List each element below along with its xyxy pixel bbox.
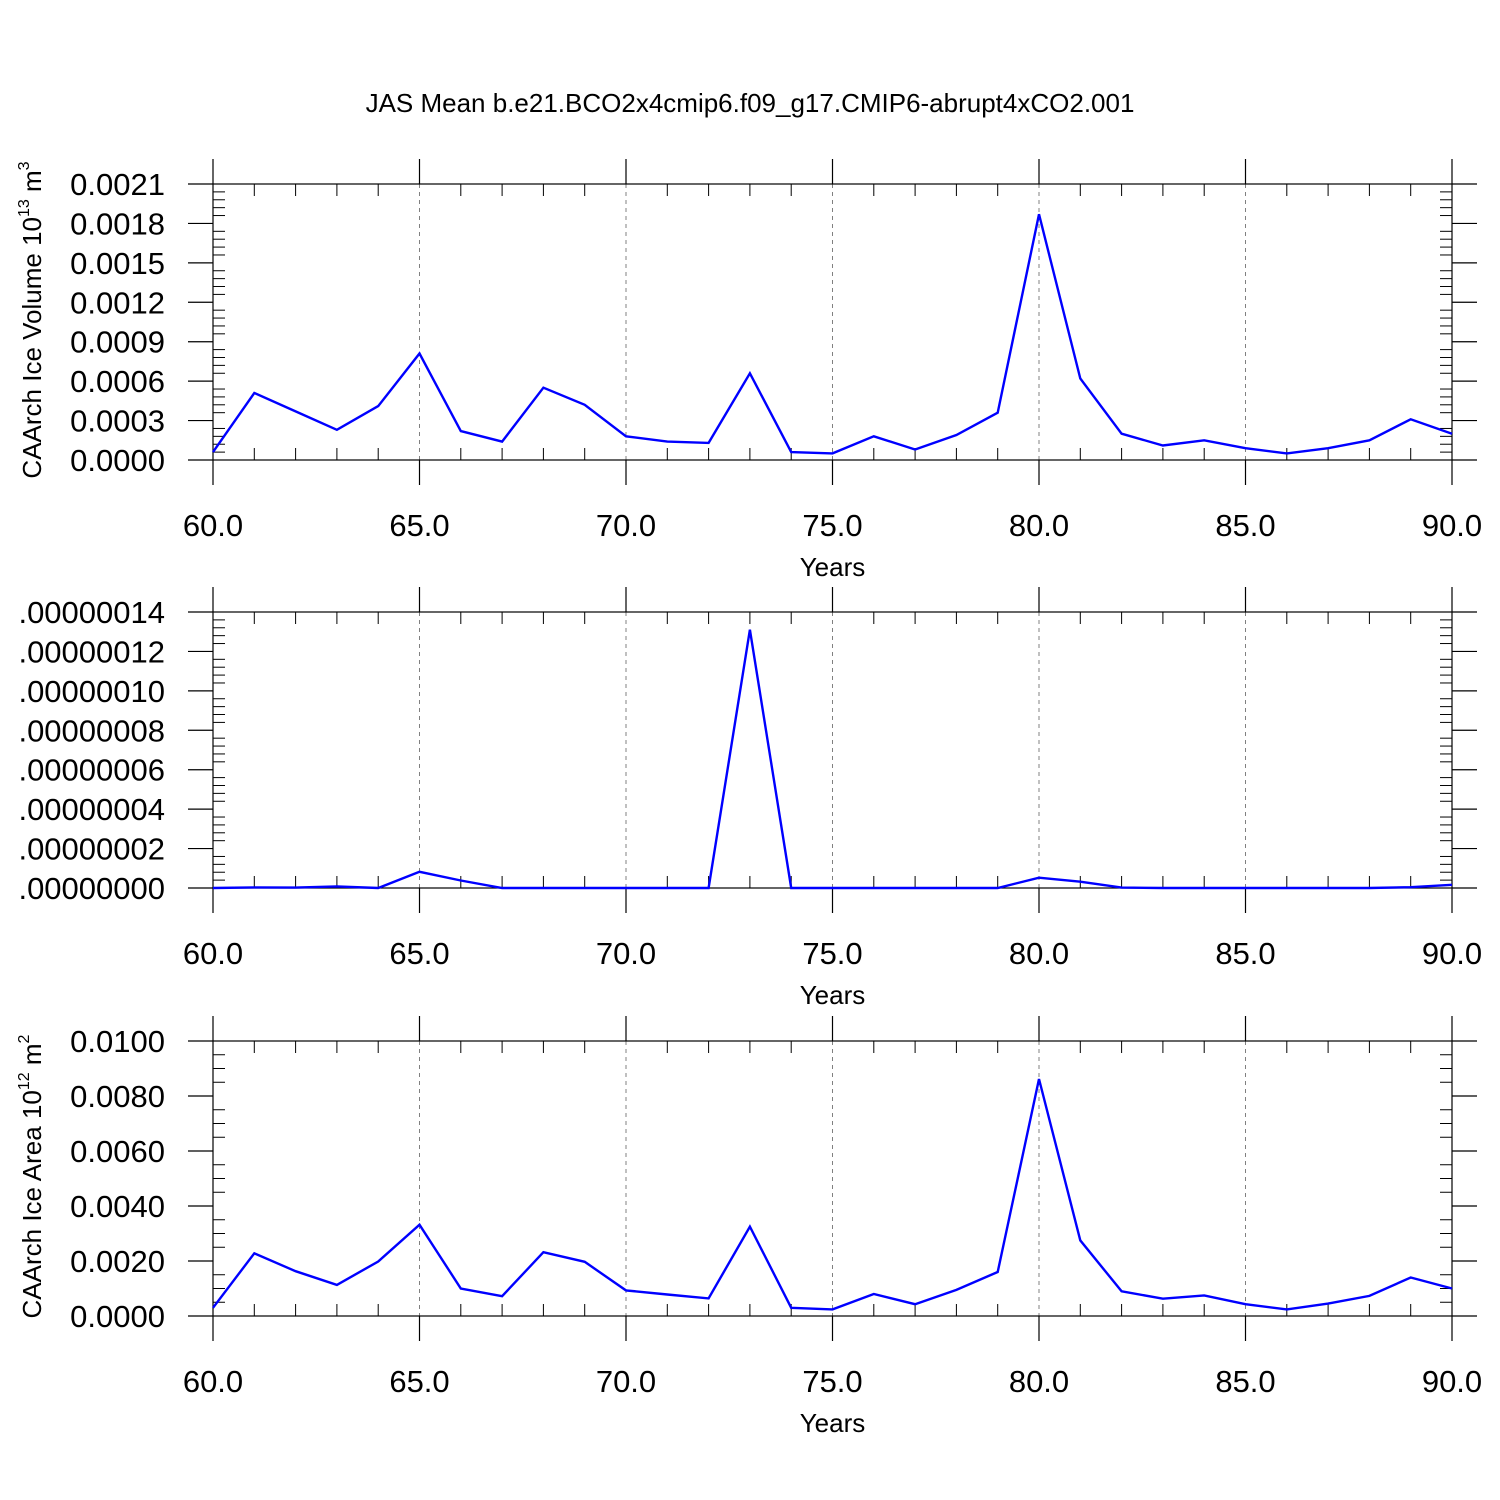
minor-ticks xyxy=(213,612,1452,888)
data-lines xyxy=(212,213,1453,455)
x-tick-labels: 60.0 65.0 70.0 75.0 80.0 85.0 90.0 xyxy=(183,508,1482,543)
series-line xyxy=(212,1078,1453,1311)
x-grid xyxy=(419,1041,1246,1316)
y-tick-labels: 0.0000 0.0003 0.0006 0.0009 0.0012 0.0015 0.00… xyxy=(70,167,165,478)
y-tick-label: 0.0020 xyxy=(70,1244,165,1279)
y-tick-label: .00000006 xyxy=(18,753,165,788)
x-tick-label: 75.0 xyxy=(802,1364,862,1399)
x-axis-label: Years xyxy=(800,980,866,1010)
x-tick-label: 75.0 xyxy=(802,508,862,543)
x-tick-label: 60.0 xyxy=(183,936,243,971)
y-tick-label: 0.0021 xyxy=(70,167,165,202)
y-tick-label: 0.0000 xyxy=(70,443,165,478)
y-tick-label: .00000004 xyxy=(18,792,165,827)
x-tick-label: 85.0 xyxy=(1215,936,1275,971)
y-tick-label: 0.0100 xyxy=(70,1024,165,1059)
x-tick-label: 85.0 xyxy=(1215,508,1275,543)
x-tick-label: 70.0 xyxy=(596,508,656,543)
y-tick-label: .00000012 xyxy=(18,634,165,669)
x-tick-label: 80.0 xyxy=(1009,1364,1069,1399)
minor-ticks xyxy=(213,1041,1452,1316)
x-tick-label: 90.0 xyxy=(1422,936,1482,971)
y-axis-label-exponent: 13 xyxy=(16,199,33,217)
y-tick-label: 0.0012 xyxy=(70,285,165,320)
x-grid xyxy=(419,184,1246,460)
x-tick-label: 90.0 xyxy=(1422,1364,1482,1399)
x-tick-label: 70.0 xyxy=(596,936,656,971)
y-axis-label-unit: m xyxy=(17,1043,47,1072)
x-tick-label: 65.0 xyxy=(389,1364,449,1399)
panel-ice-volume: 0.0000 0.0003 0.0006 0.0009 0.0012 0.0015 0.00… xyxy=(16,159,1482,582)
y-axis-label-unit: m xyxy=(17,170,47,199)
y-tick-label: 0.0080 xyxy=(70,1079,165,1114)
x-tick-label: 80.0 xyxy=(1009,936,1069,971)
x-tick-label: 80.0 xyxy=(1009,508,1069,543)
x-tick-label: 90.0 xyxy=(1422,508,1482,543)
plot-frame xyxy=(212,183,1453,461)
y-tick-labels: .00000000 .00000002 .00000004 .00000006 .000… xyxy=(18,595,165,906)
panel-ice-area: 0.0000 0.0020 0.0040 0.0060 0.0080 0.0100 60.… xyxy=(16,1016,1482,1438)
y-tick-label: .00000010 xyxy=(18,674,165,709)
x-tick-label: 65.0 xyxy=(389,508,449,543)
y-axis-label-unit-exponent: 3 xyxy=(16,161,33,170)
y-tick-label: .00000002 xyxy=(18,832,165,867)
y-axis-label: CAArch Ice Area 1012 m2 xyxy=(16,1034,47,1318)
minor-ticks xyxy=(213,184,1452,460)
x-axis-label: Years xyxy=(800,552,866,582)
y-axis-label: CAArch Ice Volume 1013 m3 xyxy=(16,161,47,478)
y-axis-label-main: CAArch Ice Volume 10 xyxy=(17,217,47,479)
major-ticks xyxy=(188,587,1477,913)
x-axis-label: Years xyxy=(800,1408,866,1438)
y-axis-label-exponent: 12 xyxy=(16,1072,33,1090)
figure-title: JAS Mean b.e21.BCO2x4cmip6.f09_g17.CMIP6… xyxy=(366,88,1135,118)
x-tick-label: 70.0 xyxy=(596,1364,656,1399)
y-tick-label: .00000014 xyxy=(18,595,165,630)
y-tick-label: 0.0000 xyxy=(70,1299,165,1334)
x-tick-labels: 60.0 65.0 70.0 75.0 80.0 85.0 90.0 xyxy=(183,1364,1482,1399)
major-ticks xyxy=(188,159,1477,485)
x-tick-labels: 60.0 65.0 70.0 75.0 80.0 85.0 90.0 xyxy=(183,936,1482,971)
x-grid xyxy=(419,612,1246,888)
y-tick-label: 0.0040 xyxy=(70,1189,165,1224)
y-tick-label: 0.0009 xyxy=(70,325,165,360)
x-tick-label: 85.0 xyxy=(1215,1364,1275,1399)
y-tick-label: .00000000 xyxy=(18,871,165,906)
data-lines xyxy=(212,1078,1453,1311)
y-tick-label: 0.0060 xyxy=(70,1134,165,1169)
series-line xyxy=(212,629,1453,890)
x-tick-label: 75.0 xyxy=(802,936,862,971)
y-tick-labels: 0.0000 0.0020 0.0040 0.0060 0.0080 0.0100 xyxy=(70,1024,165,1334)
x-tick-label: 60.0 xyxy=(183,1364,243,1399)
x-tick-label: 60.0 xyxy=(183,508,243,543)
major-ticks xyxy=(188,1016,1477,1341)
x-tick-label: 65.0 xyxy=(389,936,449,971)
y-tick-label: 0.0018 xyxy=(70,206,165,241)
y-tick-label: 0.0006 xyxy=(70,364,165,399)
data-lines xyxy=(212,629,1453,890)
plot-frame xyxy=(212,1040,1453,1317)
y-tick-label: 0.0003 xyxy=(70,404,165,439)
panel-middle: .00000000 .00000002 .00000004 .00000006 .000… xyxy=(18,587,1482,1010)
y-axis-label-main: CAArch Ice Area 10 xyxy=(17,1090,47,1318)
y-axis-label-unit-exponent: 2 xyxy=(16,1034,33,1043)
series-line xyxy=(212,213,1453,455)
y-tick-label: .00000008 xyxy=(18,713,165,748)
y-tick-label: 0.0015 xyxy=(70,246,165,281)
